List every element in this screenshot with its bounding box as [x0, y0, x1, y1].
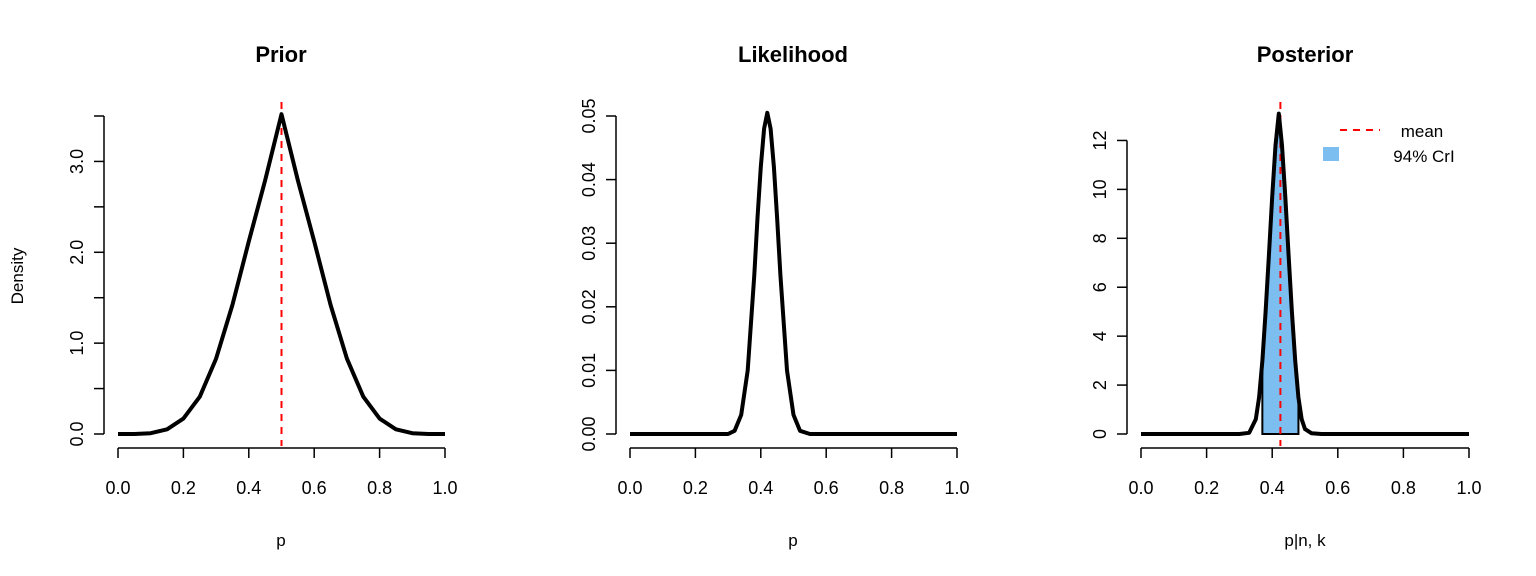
- x-axis-label: p: [276, 531, 285, 550]
- x-tick-label: 1.0: [1456, 478, 1481, 498]
- x-axis-label: p|n, k: [1284, 531, 1326, 550]
- y-tick-label: 0.02: [579, 289, 599, 324]
- x-tick-label: 0.0: [1128, 478, 1153, 498]
- y-tick-label: 8: [1090, 233, 1110, 243]
- panel-title: Posterior: [1257, 42, 1354, 67]
- legend-mean-label: mean: [1401, 122, 1444, 141]
- y-tick-label: 0.04: [579, 162, 599, 197]
- likelihood-panel: Likelihood p 0.0 0.2 0.4 0.6 0.8 1.0 0.00 0.01 0…: [579, 42, 970, 550]
- x-tick-label: 0.0: [105, 478, 130, 498]
- y-tick-label: 0.05: [579, 98, 599, 133]
- legend-ci-swatch: [1323, 147, 1339, 161]
- y-tick-label: 0.01: [579, 353, 599, 388]
- panel-title: Likelihood: [738, 42, 848, 67]
- y-tick-label: 1.0: [67, 331, 87, 356]
- y-tick-label: 0: [1090, 429, 1110, 439]
- density-curve: [118, 112, 445, 436]
- x-tick-label: 0.6: [814, 478, 839, 498]
- y-tick-label: 4: [1090, 331, 1110, 341]
- x-tick-label: 0.2: [1194, 478, 1219, 498]
- y-tick-label: 0.0: [67, 421, 87, 446]
- y-tick-label: 0.03: [579, 226, 599, 261]
- x-tick-label: 1.0: [944, 478, 969, 498]
- density-curve: [1141, 111, 1469, 436]
- legend: mean 94% CrI: [1323, 122, 1455, 166]
- x-tick-label: 0.4: [748, 478, 773, 498]
- posterior-panel: Posterior p|n, k 0.0 0.2 0.4 0.6 0.8 1.0 0 2 4 6 8…: [1090, 42, 1482, 550]
- x-tick-label: 0.8: [367, 478, 392, 498]
- density-curve: [630, 110, 957, 436]
- panel-title: Prior: [255, 42, 307, 67]
- prior-panel: Prior p Density 0.0 0.2 0.4 0.6 0.8 1.0 0.0 1.0…: [8, 42, 458, 550]
- y-tick-label: 12: [1090, 130, 1110, 150]
- x-tick-label: 0.2: [171, 478, 196, 498]
- y-tick-label: 2: [1090, 380, 1110, 390]
- x-tick-label: 0.8: [1391, 478, 1416, 498]
- x-tick-label: 0.6: [1325, 478, 1350, 498]
- x-tick-label: 1.0: [432, 478, 457, 498]
- x-tick-label: 0.0: [617, 478, 642, 498]
- x-axis-label: p: [788, 531, 797, 550]
- x-tick-label: 0.4: [236, 478, 261, 498]
- legend-ci-label: 94% CrI: [1393, 147, 1454, 166]
- y-tick-label: 2.0: [67, 240, 87, 265]
- x-tick-label: 0.6: [302, 478, 327, 498]
- y-tick-label: 3.0: [67, 149, 87, 174]
- x-tick-label: 0.2: [683, 478, 708, 498]
- y-tick-label: 0.00: [579, 416, 599, 451]
- y-axis-label: Density: [8, 247, 27, 304]
- x-tick-label: 0.4: [1260, 478, 1285, 498]
- x-tick-label: 0.8: [879, 478, 904, 498]
- y-tick-label: 6: [1090, 282, 1110, 292]
- y-tick-label: 10: [1090, 179, 1110, 199]
